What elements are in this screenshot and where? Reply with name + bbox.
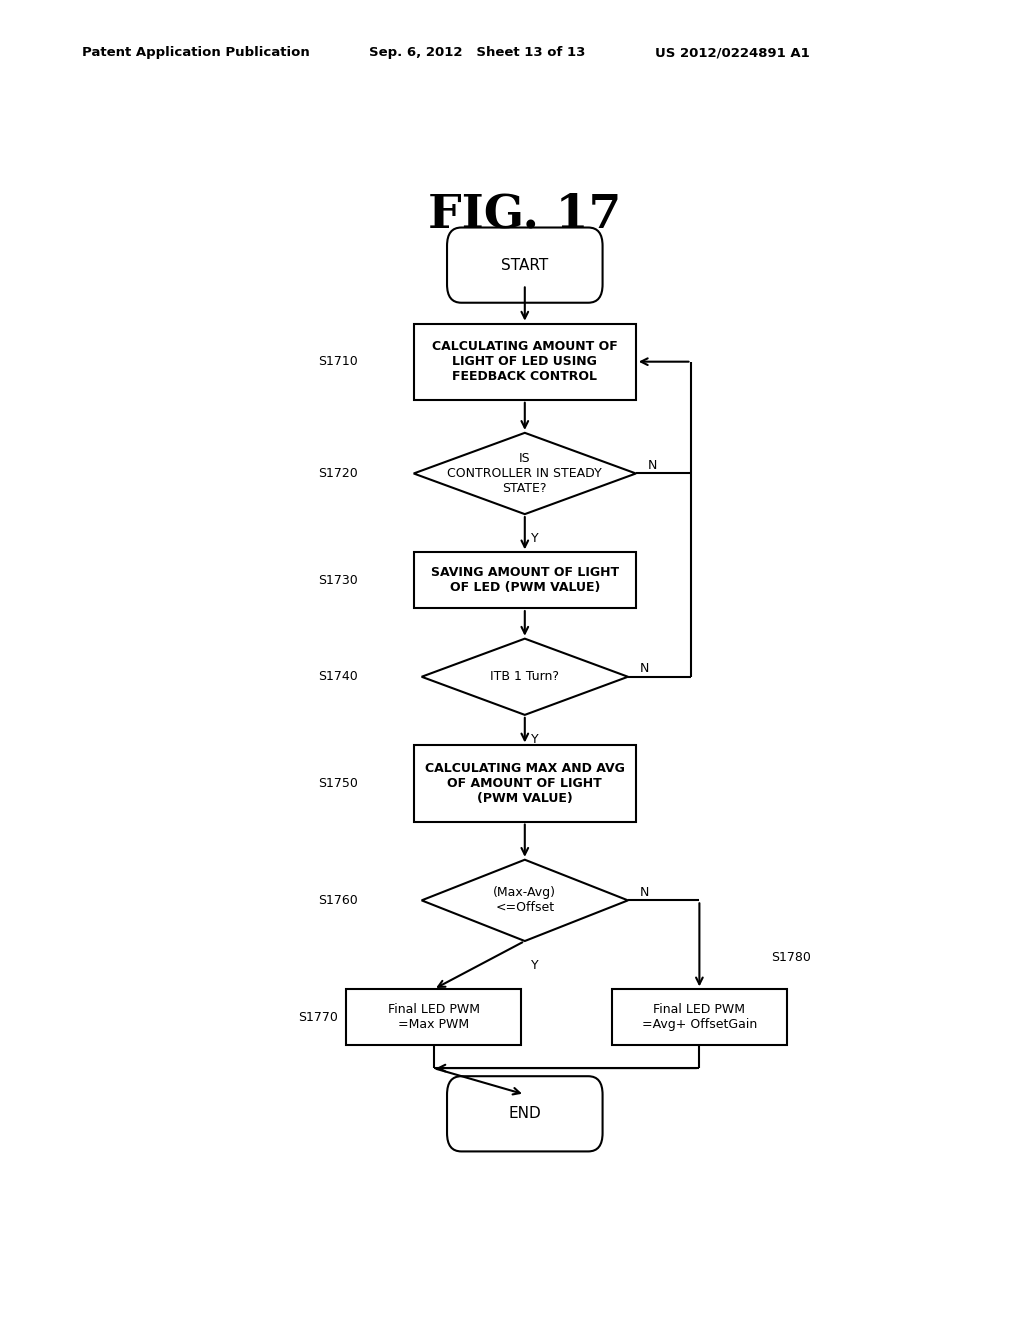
Text: SAVING AMOUNT OF LIGHT
OF LED (PWM VALUE): SAVING AMOUNT OF LIGHT OF LED (PWM VALUE… — [431, 566, 618, 594]
Bar — [346, 989, 521, 1045]
Text: CALCULATING MAX AND AVG
OF AMOUNT OF LIGHT
(PWM VALUE): CALCULATING MAX AND AVG OF AMOUNT OF LIG… — [425, 762, 625, 805]
Text: Patent Application Publication: Patent Application Publication — [82, 46, 309, 59]
Text: Final LED PWM
=Max PWM: Final LED PWM =Max PWM — [387, 1003, 479, 1031]
Text: S1730: S1730 — [318, 574, 358, 586]
Polygon shape — [422, 859, 628, 941]
Bar — [612, 989, 786, 1045]
Text: ITB 1 Turn?: ITB 1 Turn? — [490, 671, 559, 684]
Text: (Max-Avg)
<=Offset: (Max-Avg) <=Offset — [494, 886, 556, 915]
Text: Y: Y — [530, 960, 539, 973]
Text: Y: Y — [530, 532, 539, 545]
Polygon shape — [422, 639, 628, 715]
FancyBboxPatch shape — [447, 227, 602, 302]
Text: CALCULATING AMOUNT OF
LIGHT OF LED USING
FEEDBACK CONTROL: CALCULATING AMOUNT OF LIGHT OF LED USING… — [432, 341, 617, 383]
Text: S1710: S1710 — [318, 355, 358, 368]
Bar — [414, 746, 636, 821]
Text: N: N — [640, 886, 649, 899]
Text: S1740: S1740 — [318, 671, 358, 684]
Polygon shape — [414, 433, 636, 515]
Text: US 2012/0224891 A1: US 2012/0224891 A1 — [655, 46, 810, 59]
Text: Sep. 6, 2012   Sheet 13 of 13: Sep. 6, 2012 Sheet 13 of 13 — [369, 46, 585, 59]
Text: IS
CONTROLLER IN STEADY
STATE?: IS CONTROLLER IN STEADY STATE? — [447, 451, 602, 495]
Text: N: N — [640, 663, 649, 675]
Text: N: N — [648, 459, 657, 471]
Text: S1720: S1720 — [318, 467, 358, 480]
Text: S1750: S1750 — [318, 777, 358, 789]
Text: END: END — [509, 1106, 541, 1121]
Text: S1760: S1760 — [318, 894, 358, 907]
Text: S1780: S1780 — [771, 950, 811, 964]
Text: FIG. 17: FIG. 17 — [428, 191, 622, 238]
Text: START: START — [501, 257, 549, 273]
FancyBboxPatch shape — [447, 1076, 602, 1151]
Text: Final LED PWM
=Avg+ OffsetGain: Final LED PWM =Avg+ OffsetGain — [642, 1003, 757, 1031]
Text: Y: Y — [530, 733, 539, 746]
Text: S1770: S1770 — [298, 1011, 338, 1024]
Bar — [414, 323, 636, 400]
Bar — [414, 552, 636, 609]
